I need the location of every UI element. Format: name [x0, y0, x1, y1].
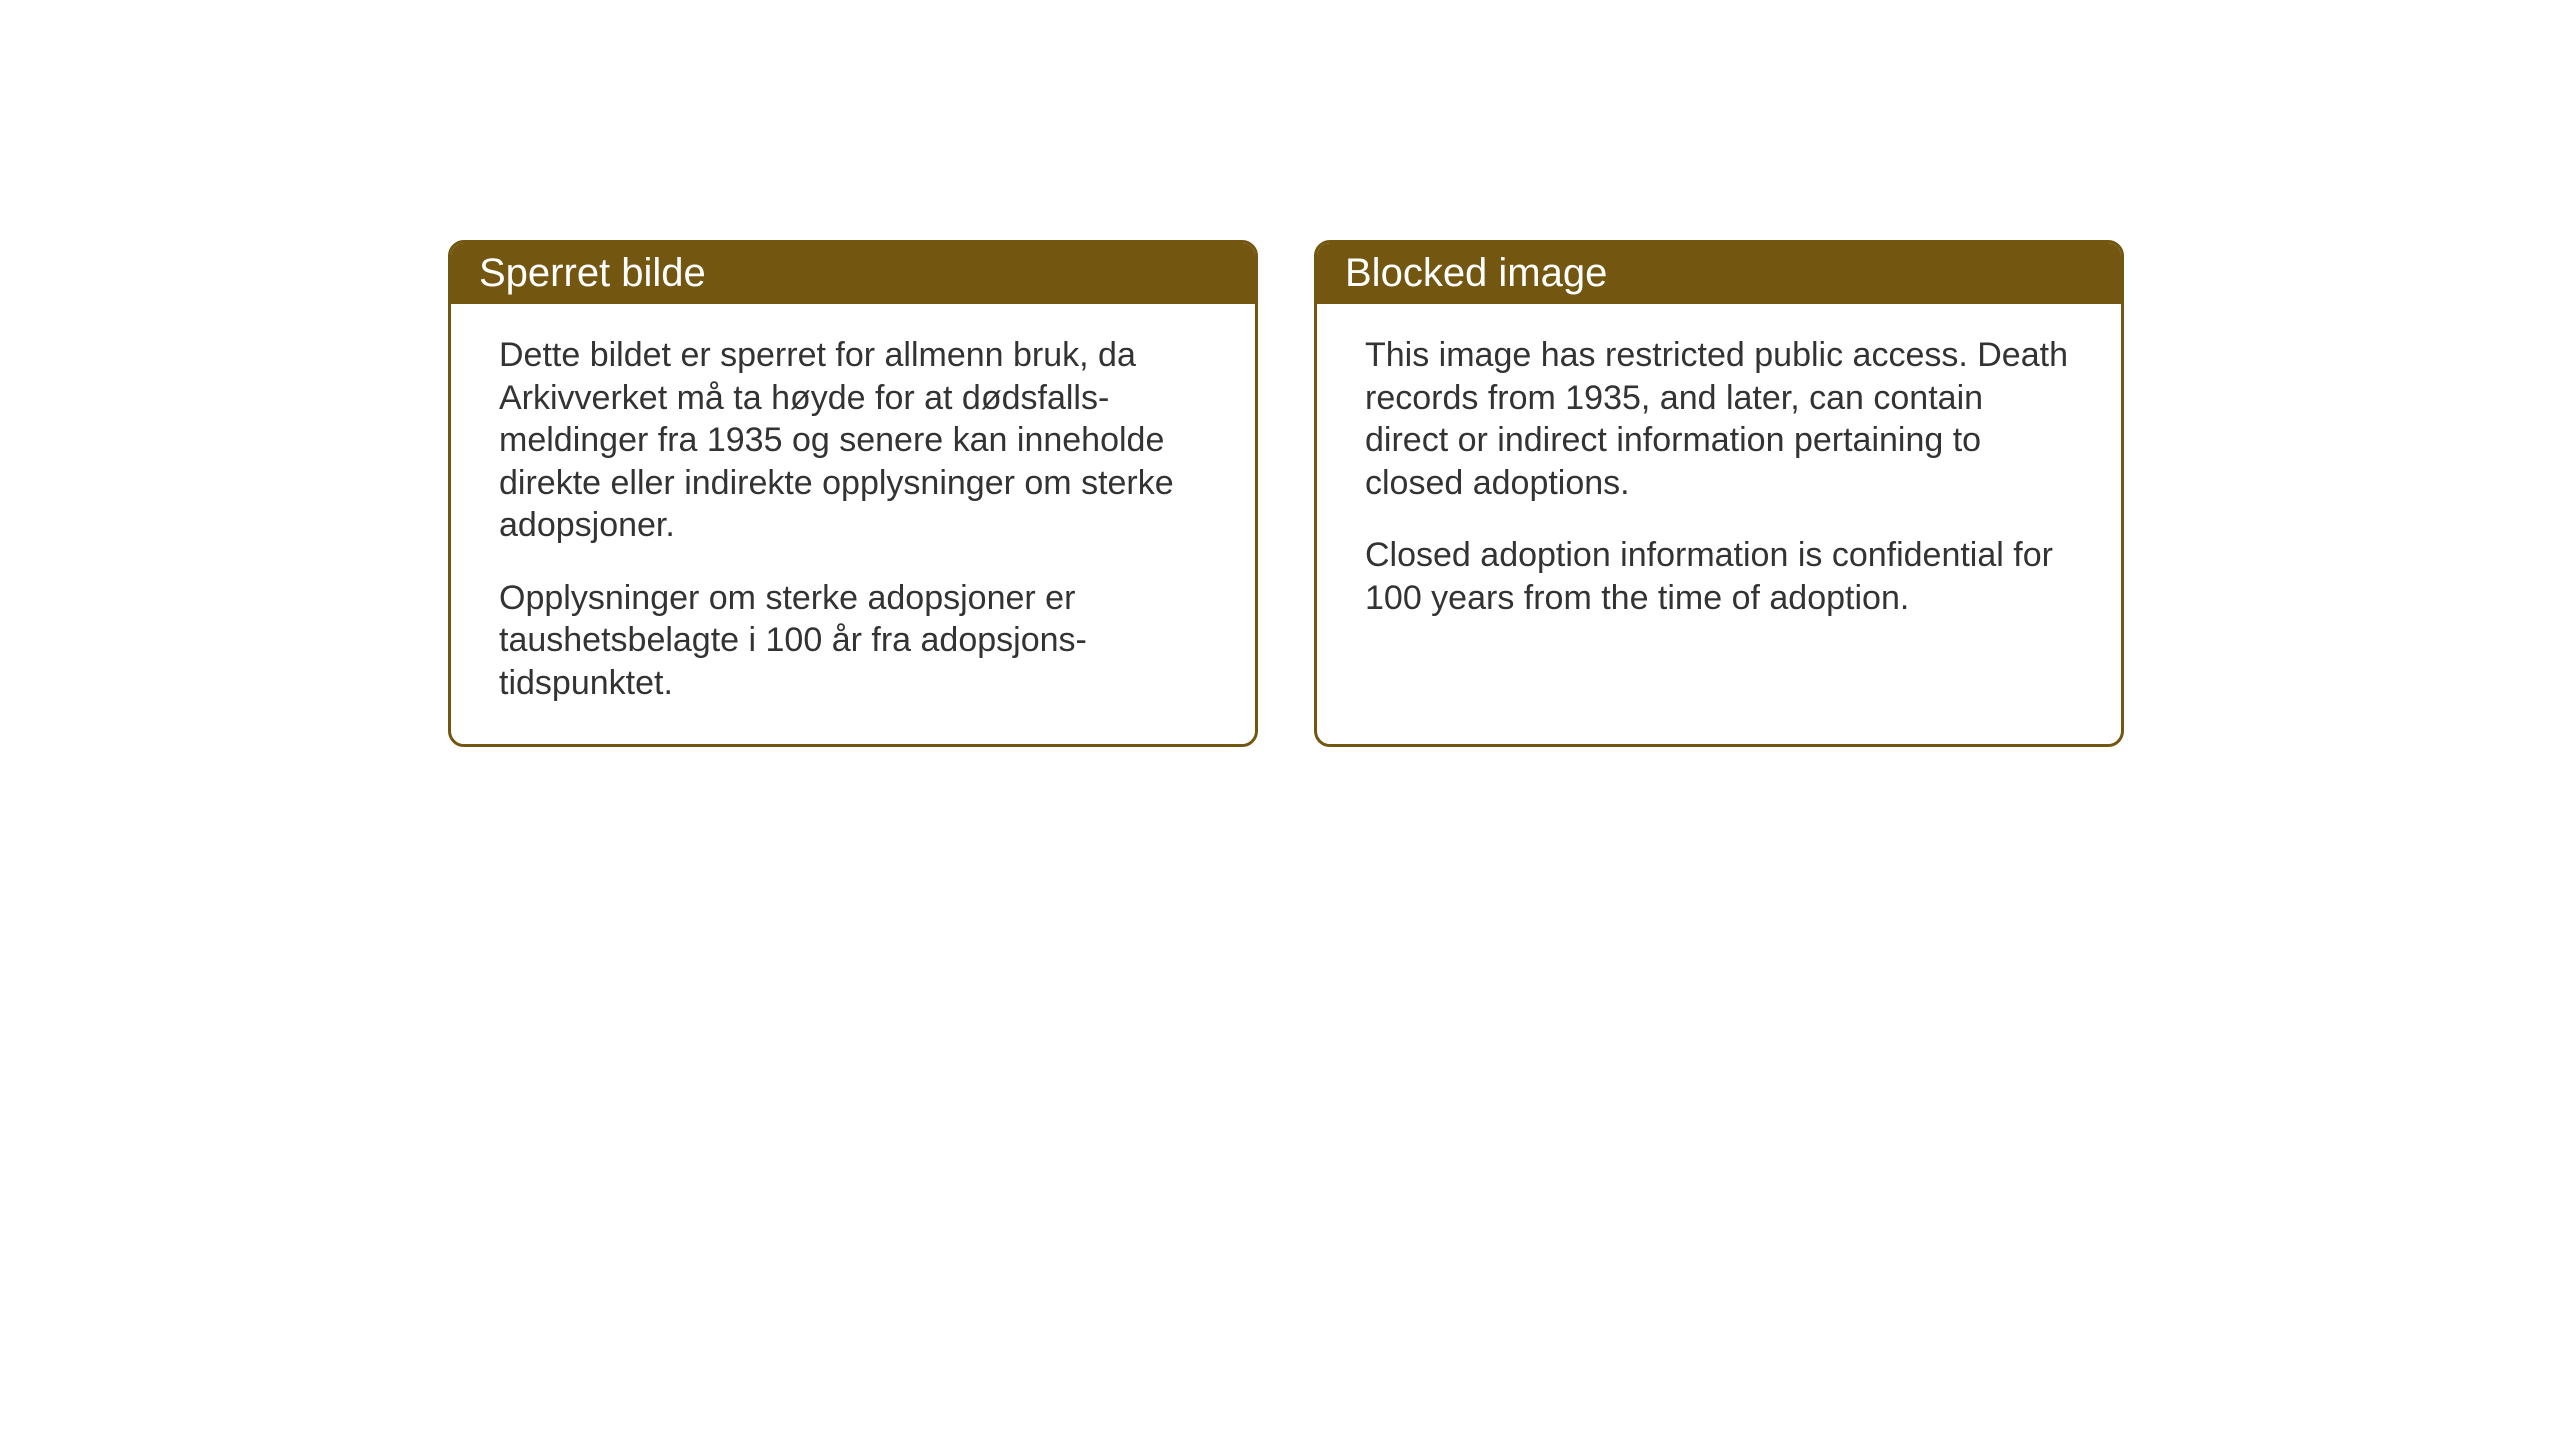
card-header-english: Blocked image [1317, 243, 2121, 304]
card-paragraph-1-norwegian: Dette bildet er sperret for allmenn bruk… [499, 334, 1207, 547]
cards-container: Sperret bilde Dette bildet er sperret fo… [448, 240, 2124, 747]
card-title-english: Blocked image [1345, 251, 1607, 295]
card-body-english: This image has restricted public access.… [1317, 304, 2121, 689]
card-title-norwegian: Sperret bilde [479, 251, 706, 295]
card-paragraph-2-norwegian: Opplysninger om sterke adopsjoner er tau… [499, 577, 1207, 705]
card-header-norwegian: Sperret bilde [451, 243, 1255, 304]
card-paragraph-2-english: Closed adoption information is confident… [1365, 534, 2073, 619]
card-paragraph-1-english: This image has restricted public access.… [1365, 334, 2073, 504]
card-body-norwegian: Dette bildet er sperret for allmenn bruk… [451, 304, 1255, 744]
notice-card-english: Blocked image This image has restricted … [1314, 240, 2124, 747]
notice-card-norwegian: Sperret bilde Dette bildet er sperret fo… [448, 240, 1258, 747]
